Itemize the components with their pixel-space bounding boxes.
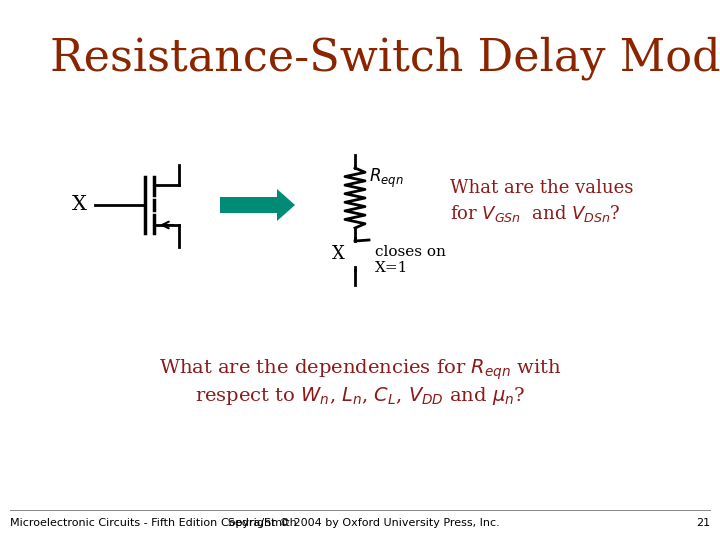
Text: for $V_{GSn}$  and $V_{DSn}$?: for $V_{GSn}$ and $V_{DSn}$?	[450, 204, 621, 225]
Text: Microelectronic Circuits - Fifth Edition   Sedra/Smith: Microelectronic Circuits - Fifth Edition…	[10, 518, 297, 528]
Text: respect to $W_n$, $L_n$, $C_L$, $V_{DD}$ and $\mu_n$?: respect to $W_n$, $L_n$, $C_L$, $V_{DD}$…	[195, 385, 525, 407]
Text: closes on: closes on	[375, 245, 446, 259]
Text: X: X	[332, 245, 345, 263]
Text: X: X	[72, 195, 87, 214]
Text: Copyright © 2004 by Oxford University Press, Inc.: Copyright © 2004 by Oxford University Pr…	[220, 518, 500, 528]
Text: 21: 21	[696, 518, 710, 528]
Text: $R_{eqn}$: $R_{eqn}$	[369, 166, 404, 190]
Text: What are the dependencies for $R_{eqn}$ with: What are the dependencies for $R_{eqn}$ …	[158, 357, 562, 382]
Text: X=1: X=1	[375, 261, 408, 275]
Text: What are the values: What are the values	[450, 179, 634, 197]
Polygon shape	[220, 189, 295, 221]
Text: Resistance-Switch Delay Model-1: Resistance-Switch Delay Model-1	[50, 36, 720, 80]
